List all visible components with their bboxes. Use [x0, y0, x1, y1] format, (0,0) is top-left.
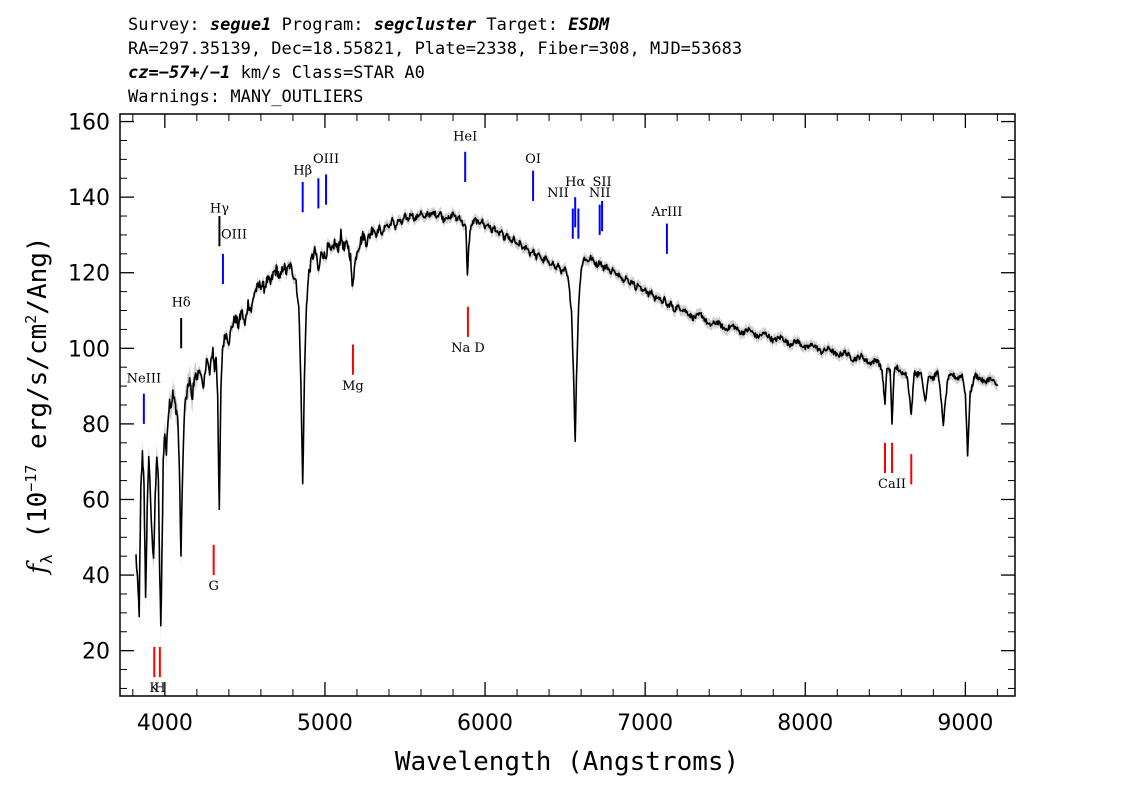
x-tick-label: 7000	[617, 711, 673, 736]
line-label: OIII	[313, 152, 339, 167]
line-label: HeI	[453, 129, 477, 144]
header-line-2: RA=297.35139, Dec=18.55821, Plate=2338, …	[128, 39, 742, 59]
line-label: ArIII	[650, 205, 682, 220]
x-tick-label: 4000	[137, 711, 193, 736]
x-axis-title: Wavelength (Angstroms)	[395, 747, 739, 777]
axis-ticks: 4000 5000 6000 7000 8000 9000 20 40 60 80 100 120 14…	[68, 111, 1015, 736]
y-tick-label: 160	[68, 111, 110, 136]
x-tick-label: 9000	[937, 711, 993, 736]
line-label: NII	[589, 186, 611, 201]
y-tick-label: 100	[68, 337, 110, 362]
line-label: H	[154, 681, 165, 696]
line-label: SII	[592, 175, 611, 190]
line-label: Hβ	[293, 163, 312, 178]
header-line-1: Survey: segue1 Program: segcluster Targe…	[128, 15, 610, 35]
y-tick-label: 140	[68, 186, 110, 211]
header-line-4: Warnings: MANY_OUTLIERS	[128, 87, 363, 107]
line-label: Hδ	[172, 296, 191, 311]
header-line-3: cz=−57+/−1 km/s Class=STAR A0	[128, 63, 425, 83]
x-tick-label: 6000	[457, 711, 513, 736]
y-tick-label: 40	[82, 564, 110, 589]
line-label: K	[149, 681, 159, 696]
spectrum-series	[135, 210, 999, 627]
line-label: Hγ	[210, 201, 229, 216]
line-label: G	[208, 579, 218, 594]
x-tick-label: 5000	[297, 711, 353, 736]
line-label: NII	[547, 186, 569, 201]
spectrum-line	[135, 210, 999, 627]
y-axis-title: fλ (10−17 erg/s/cm2/Ang)	[22, 236, 56, 575]
y-tick-label: 80	[82, 413, 110, 438]
line-label: OIII	[221, 228, 247, 243]
line-label: Mg	[342, 379, 364, 394]
y-tick-label: 60	[82, 488, 110, 513]
line-label: Hα	[565, 175, 585, 190]
line-label: NeIII	[127, 371, 161, 386]
line-label: CaII	[878, 477, 906, 492]
y-tick-label: 120	[68, 262, 110, 287]
x-tick-label: 8000	[777, 711, 833, 736]
y-tick-label: 20	[82, 640, 110, 665]
line-label: Na D	[451, 341, 485, 356]
plot-frame	[119, 113, 1016, 697]
header-block: Survey: segue1 Program: segcluster Targe…	[128, 15, 742, 107]
line-label: OI	[525, 152, 541, 167]
